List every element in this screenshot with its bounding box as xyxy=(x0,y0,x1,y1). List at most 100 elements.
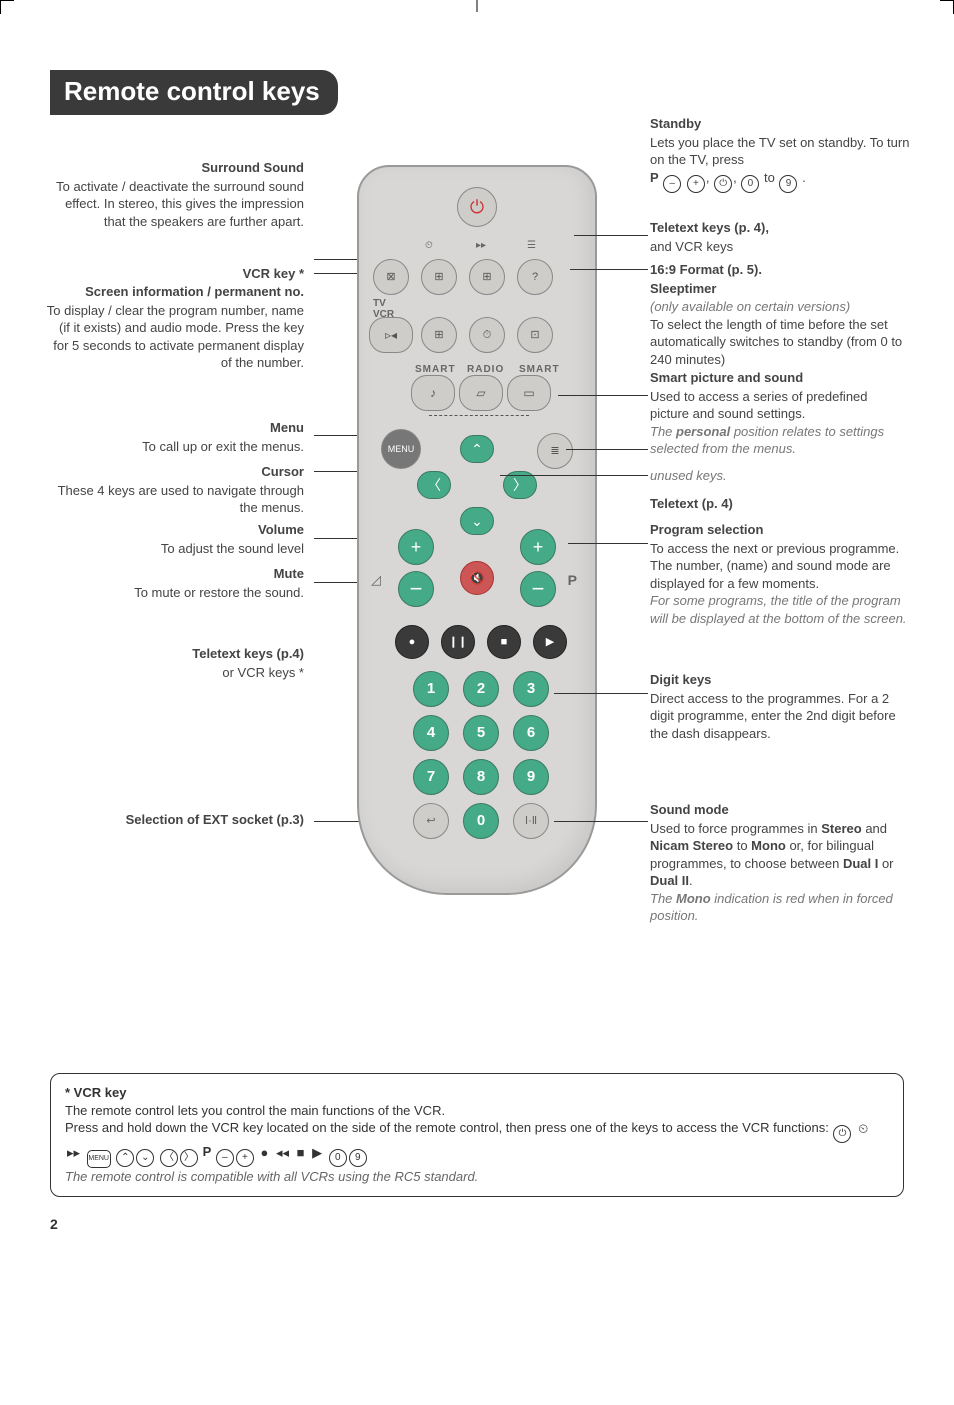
cursor-down[interactable]: ⌄ xyxy=(460,507,494,535)
callout-unused: unused keys. xyxy=(650,467,910,485)
ttkeys-heading: Teletext keys (p.4) xyxy=(44,645,304,663)
volume-down[interactable]: − xyxy=(398,571,434,607)
menu-button[interactable]: MENU xyxy=(381,429,421,469)
rew-icon: ◂◂ xyxy=(276,1144,289,1162)
screeninfo-body: To display / clear the program number, n… xyxy=(44,302,304,372)
standby-icon: ⏻ xyxy=(833,1125,851,1143)
info-button[interactable]: ⊞ xyxy=(421,317,457,353)
digit-5[interactable]: 5 xyxy=(463,715,499,751)
timer-icon: ⏲ xyxy=(858,1120,868,1138)
nine-icon-2: 9 xyxy=(349,1149,367,1167)
teletext4-heading: Teletext keys (p. 4), xyxy=(650,219,910,237)
callout-cursor: Cursor These 4 keys are used to navigate… xyxy=(44,463,304,517)
vcr-pause[interactable]: ❙❙ xyxy=(441,625,475,659)
rec-icon: ● xyxy=(260,1144,268,1162)
format-heading1: 16:9 Format (p. 5). xyxy=(650,261,910,279)
callout-screeninfo: Screen information / permanent no. To di… xyxy=(44,283,304,372)
digit-0[interactable]: 0 xyxy=(463,803,499,839)
footnote-heading: * VCR key xyxy=(65,1085,126,1100)
volume-up[interactable]: + xyxy=(398,529,434,565)
down-icon: ⌄ xyxy=(136,1149,154,1167)
smart-heading: Smart picture and sound xyxy=(650,369,910,387)
cursor-heading: Cursor xyxy=(44,463,304,481)
cursor-body: These 4 keys are used to navigate throug… xyxy=(44,482,304,517)
standby-heading: Standby xyxy=(650,115,910,133)
digit-6[interactable]: 6 xyxy=(513,715,549,751)
clock-button[interactable]: ⏱ xyxy=(469,317,505,353)
soundmode-heading: Sound mode xyxy=(650,801,910,819)
surround-body: To activate / deactivate the surround so… xyxy=(44,178,304,231)
ttkeys-sub: or VCR keys * xyxy=(44,664,304,682)
callout-volume: Volume To adjust the sound level xyxy=(44,521,304,557)
plus-icon: + xyxy=(687,175,705,193)
digit-4[interactable]: 4 xyxy=(413,715,449,751)
ff-icon: ▸▸ xyxy=(476,239,486,253)
sound-mode-button[interactable]: Ⅰ·Ⅱ xyxy=(513,803,549,839)
mute-heading: Mute xyxy=(44,565,304,583)
callout-soundmode: Sound mode Used to force programmes in S… xyxy=(650,801,910,925)
crop-mark-tr xyxy=(940,0,954,14)
format-button[interactable]: ⊡ xyxy=(517,317,553,353)
surround-button[interactable]: ⊠ xyxy=(373,259,409,295)
smart-sound-button[interactable]: ♪ xyxy=(411,375,455,411)
callout-ext: Selection of EXT socket (p.3) xyxy=(44,811,304,830)
callout-program: Program selection To access the next or … xyxy=(650,521,910,627)
callout-menu: Menu To call up or exit the menus. xyxy=(44,419,304,455)
cursor-up[interactable]: ⌃ xyxy=(460,435,494,463)
standby-body: Lets you place the TV set on standby. To… xyxy=(650,134,910,193)
footnote-line1: The remote control lets you control the … xyxy=(65,1102,889,1120)
digit-heading: Digit keys xyxy=(650,671,910,689)
power-icon: ⏻ xyxy=(714,175,732,193)
callout-vcrkey: VCR key * xyxy=(44,265,304,284)
right-icon: 〉 xyxy=(180,1149,198,1167)
callout-teletext4: Teletext keys (p. 4), and VCR keys xyxy=(650,219,910,255)
up-icon: ⌃ xyxy=(116,1149,134,1167)
teletext-list-button[interactable]: ≣ xyxy=(537,433,573,469)
digit-9[interactable]: 9 xyxy=(513,759,549,795)
cursor-left[interactable]: 〈 xyxy=(417,471,451,499)
remote-body: ⏻ ⏲ ▸▸ ☰ ⊠ ⊞ ⊞ ? TV VCR ▹◂ ⊞ ⏱ ⊡ SMART R… xyxy=(357,165,597,895)
volume-symbol: ◿ xyxy=(371,571,381,589)
page-title: Remote control keys xyxy=(50,70,338,115)
left-icon: 〈 xyxy=(160,1149,178,1167)
mute-button[interactable]: 🔇 xyxy=(460,561,494,595)
footnote: * VCR key The remote control lets you co… xyxy=(50,1073,904,1197)
unused-button-1[interactable]: ⊞ xyxy=(469,259,505,295)
soundmode-body: Used to force programmes in Stereo and N… xyxy=(650,820,910,890)
digit-2[interactable]: 2 xyxy=(463,671,499,707)
callout-smart: Smart picture and sound Used to access a… xyxy=(650,369,910,458)
surround-heading: Surround Sound xyxy=(44,159,304,177)
vcr-play[interactable]: ▶ xyxy=(533,625,567,659)
menu-body: To call up or exit the menus. xyxy=(44,438,304,456)
vcr-stop[interactable]: ■ xyxy=(487,625,521,659)
power-button[interactable]: ⏻ xyxy=(457,187,497,227)
teletext4-body: and VCR keys xyxy=(650,238,910,256)
sleep-icon: ⏲ xyxy=(425,239,433,253)
digit-3[interactable]: 3 xyxy=(513,671,549,707)
smart-picture-button[interactable]: ▭ xyxy=(507,375,551,411)
radio-button[interactable]: ▱ xyxy=(459,375,503,411)
program-down[interactable]: − xyxy=(520,571,556,607)
teletext-button-a[interactable]: ? xyxy=(517,259,553,295)
remote-diagram-layout: Surround Sound To activate / deactivate … xyxy=(50,165,904,1065)
crop-guide-top xyxy=(477,0,478,12)
digit-8[interactable]: 8 xyxy=(463,759,499,795)
callout-digit: Digit keys Direct access to the programm… xyxy=(650,671,910,742)
teletextp4-heading: Teletext (p. 4) xyxy=(650,495,910,513)
callout-format: 16:9 Format (p. 5). Sleeptimer (only ava… xyxy=(650,261,910,368)
smart-ital: The personal position relates to setting… xyxy=(650,423,910,458)
digit-1[interactable]: 1 xyxy=(413,671,449,707)
tv-vcr-switch[interactable]: ▹◂ xyxy=(369,317,413,353)
menu-heading: Menu xyxy=(44,419,304,437)
zero-icon-2: 0 xyxy=(329,1149,347,1167)
sleep-button[interactable]: ⊞ xyxy=(421,259,457,295)
digit-7[interactable]: 7 xyxy=(413,759,449,795)
plus-icon-2: + xyxy=(236,1149,254,1167)
crop-mark-tl xyxy=(0,0,14,14)
vcr-rec[interactable]: ● xyxy=(395,625,429,659)
program-symbol: P xyxy=(568,571,577,590)
program-up[interactable]: + xyxy=(520,529,556,565)
unused-ital: unused keys. xyxy=(650,467,910,485)
program-heading: Program selection xyxy=(650,521,910,539)
ext-button[interactable]: ↩ xyxy=(413,803,449,839)
